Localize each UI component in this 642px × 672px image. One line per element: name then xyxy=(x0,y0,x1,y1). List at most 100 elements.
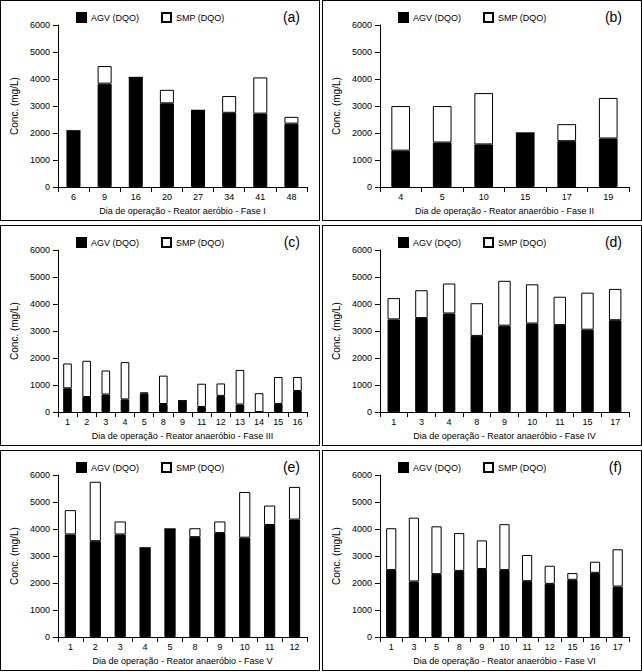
svg-text:AGV (DQO): AGV (DQO) xyxy=(91,13,139,23)
svg-text:14: 14 xyxy=(254,417,264,427)
svg-text:6: 6 xyxy=(71,192,76,202)
svg-text:9: 9 xyxy=(102,192,107,202)
svg-text:1000: 1000 xyxy=(30,605,50,615)
svg-text:17: 17 xyxy=(613,642,623,652)
svg-text:12: 12 xyxy=(545,642,555,652)
svg-text:8: 8 xyxy=(474,417,479,427)
svg-text:5000: 5000 xyxy=(352,47,372,57)
svg-text:AGV (DQO): AGV (DQO) xyxy=(413,13,461,23)
svg-text:4000: 4000 xyxy=(352,524,372,534)
svg-text:8: 8 xyxy=(192,642,197,652)
svg-text:5000: 5000 xyxy=(30,497,50,507)
svg-text:Conc. (mg/L): Conc. (mg/L) xyxy=(331,77,342,135)
svg-text:2: 2 xyxy=(84,417,89,427)
svg-text:1000: 1000 xyxy=(352,380,372,390)
svg-text:41: 41 xyxy=(255,192,265,202)
svg-text:1000: 1000 xyxy=(30,155,50,165)
svg-text:SMP (DQO): SMP (DQO) xyxy=(176,238,224,248)
svg-text:15: 15 xyxy=(567,642,577,652)
svg-text:3: 3 xyxy=(118,642,123,652)
svg-text:2000: 2000 xyxy=(352,578,372,588)
svg-text:9: 9 xyxy=(479,642,484,652)
svg-text:4000: 4000 xyxy=(30,524,50,534)
svg-text:13: 13 xyxy=(235,417,245,427)
svg-text:5000: 5000 xyxy=(30,272,50,282)
svg-text:4000: 4000 xyxy=(30,74,50,84)
svg-text:Dia de operação - Reator anaer: Dia de operação - Reator anaeróbio - Fas… xyxy=(415,206,594,216)
svg-text:4: 4 xyxy=(122,417,127,427)
svg-text:11: 11 xyxy=(555,417,564,427)
svg-text:10: 10 xyxy=(240,642,250,652)
svg-text:2000: 2000 xyxy=(30,128,50,138)
svg-text:2000: 2000 xyxy=(352,128,372,138)
svg-text:6000: 6000 xyxy=(30,470,50,480)
svg-text:1000: 1000 xyxy=(30,380,50,390)
svg-text:0: 0 xyxy=(45,407,50,417)
svg-text:SMP (DQO): SMP (DQO) xyxy=(498,463,546,473)
svg-text:3000: 3000 xyxy=(30,326,50,336)
svg-text:9: 9 xyxy=(180,417,185,427)
svg-text:15: 15 xyxy=(273,417,283,427)
svg-text:SMP (DQO): SMP (DQO) xyxy=(498,13,546,23)
svg-text:27: 27 xyxy=(193,192,203,202)
svg-text:10: 10 xyxy=(527,417,537,427)
svg-text:Dia de operação - Reator anaer: Dia de operação - Reator anaeróbio - Fas… xyxy=(92,656,272,666)
svg-text:(f): (f) xyxy=(609,459,622,475)
svg-text:4: 4 xyxy=(447,417,452,427)
svg-text:1: 1 xyxy=(389,642,394,652)
svg-text:6000: 6000 xyxy=(352,20,372,30)
svg-text:11: 11 xyxy=(265,642,274,652)
svg-text:5000: 5000 xyxy=(352,497,372,507)
svg-text:Conc. (mg/L): Conc. (mg/L) xyxy=(331,302,342,360)
svg-text:6000: 6000 xyxy=(352,245,372,255)
svg-text:16: 16 xyxy=(590,642,600,652)
svg-text:(e): (e) xyxy=(283,459,300,475)
svg-text:Conc. (mg/L): Conc. (mg/L) xyxy=(9,302,20,360)
svg-text:0: 0 xyxy=(367,182,372,192)
svg-text:3: 3 xyxy=(103,417,108,427)
svg-text:0: 0 xyxy=(367,632,372,642)
svg-text:(c): (c) xyxy=(284,234,300,250)
svg-text:15: 15 xyxy=(582,417,592,427)
svg-text:12: 12 xyxy=(290,642,300,652)
svg-text:3000: 3000 xyxy=(352,101,372,111)
svg-text:1: 1 xyxy=(65,417,70,427)
svg-text:0: 0 xyxy=(45,182,50,192)
svg-text:(a): (a) xyxy=(283,9,300,25)
svg-text:Dia de operação - Reator aerób: Dia de operação - Reator aeróbio - Fase … xyxy=(99,206,266,216)
svg-text:SMP (DQO): SMP (DQO) xyxy=(498,238,546,248)
svg-text:2000: 2000 xyxy=(352,353,372,363)
svg-text:5000: 5000 xyxy=(30,47,50,57)
svg-text:5: 5 xyxy=(440,192,445,202)
svg-text:12: 12 xyxy=(216,417,226,427)
svg-text:17: 17 xyxy=(562,192,572,202)
svg-text:4: 4 xyxy=(143,642,148,652)
svg-text:Conc. (mg/L): Conc. (mg/L) xyxy=(331,527,342,585)
svg-text:1000: 1000 xyxy=(352,155,372,165)
svg-text:5000: 5000 xyxy=(352,272,372,282)
svg-text:5: 5 xyxy=(434,642,439,652)
svg-text:11: 11 xyxy=(522,642,531,652)
svg-text:11: 11 xyxy=(197,417,206,427)
svg-text:19: 19 xyxy=(603,192,613,202)
svg-text:8: 8 xyxy=(161,417,166,427)
svg-text:Dia de operação - Reator anaer: Dia de operação - Reator anaeróbio - Fas… xyxy=(92,431,274,441)
svg-text:8: 8 xyxy=(457,642,462,652)
svg-text:6000: 6000 xyxy=(352,470,372,480)
svg-text:34: 34 xyxy=(224,192,234,202)
svg-text:3000: 3000 xyxy=(352,326,372,336)
svg-text:3000: 3000 xyxy=(352,551,372,561)
svg-text:AGV (DQO): AGV (DQO) xyxy=(91,238,139,248)
svg-text:Conc. (mg/L): Conc. (mg/L) xyxy=(9,527,20,585)
svg-text:AGV (DQO): AGV (DQO) xyxy=(413,238,461,248)
svg-text:(d): (d) xyxy=(605,234,622,250)
svg-text:16: 16 xyxy=(131,192,141,202)
svg-text:1000: 1000 xyxy=(352,605,372,615)
svg-text:4: 4 xyxy=(398,192,403,202)
svg-text:(b): (b) xyxy=(605,9,622,25)
svg-text:6000: 6000 xyxy=(30,20,50,30)
svg-text:2000: 2000 xyxy=(30,578,50,588)
svg-text:0: 0 xyxy=(367,407,372,417)
svg-text:Dia de operação - Reator anaer: Dia de operação - Reator anaeróbio - Fas… xyxy=(413,431,596,441)
svg-text:17: 17 xyxy=(610,417,620,427)
